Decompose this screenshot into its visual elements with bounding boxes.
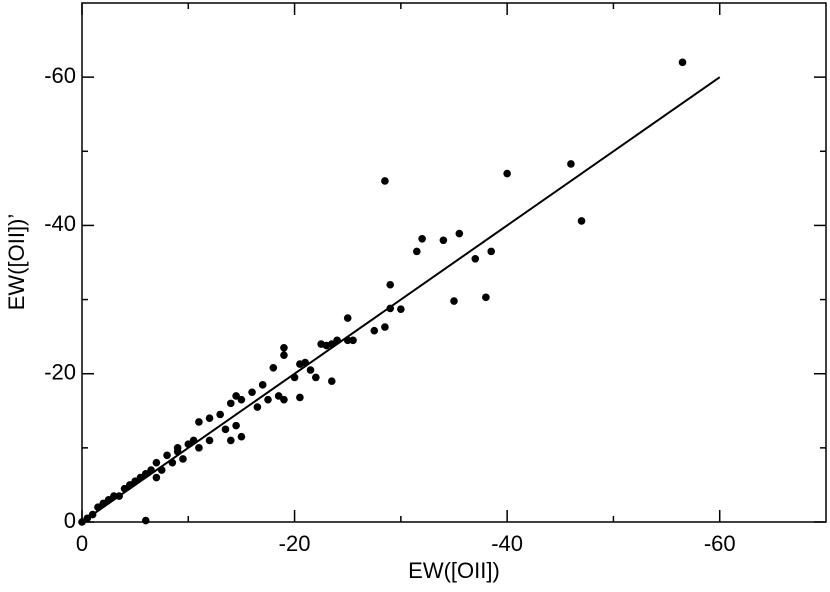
data-point bbox=[280, 395, 288, 404]
data-point bbox=[258, 381, 267, 389]
data-point bbox=[168, 458, 177, 467]
data-point bbox=[482, 293, 490, 302]
data-point bbox=[397, 305, 405, 314]
data-point bbox=[471, 254, 480, 263]
data-point bbox=[195, 444, 203, 452]
data-point bbox=[296, 360, 304, 368]
data-point bbox=[131, 477, 139, 486]
data-point bbox=[386, 280, 395, 289]
data-point bbox=[349, 336, 357, 345]
data-point bbox=[205, 414, 214, 423]
data-point bbox=[110, 492, 118, 500]
data-point bbox=[370, 326, 379, 335]
data-point bbox=[147, 466, 155, 474]
data-point bbox=[317, 340, 325, 348]
data-point bbox=[269, 363, 278, 372]
data-point bbox=[126, 481, 134, 489]
data-point bbox=[237, 432, 246, 441]
data-point bbox=[413, 247, 421, 256]
data-point bbox=[83, 514, 92, 523]
x-tick-label: 0 bbox=[76, 531, 88, 556]
data-point bbox=[312, 373, 320, 382]
data-point bbox=[327, 377, 336, 385]
data-point bbox=[280, 343, 288, 352]
data-point bbox=[216, 410, 224, 419]
data-point bbox=[152, 458, 161, 467]
data-point bbox=[152, 473, 161, 482]
data-point bbox=[232, 421, 240, 430]
data-point bbox=[296, 393, 304, 402]
data-point bbox=[274, 392, 283, 400]
data-point bbox=[227, 436, 235, 445]
data-point bbox=[343, 314, 352, 322]
data-point bbox=[333, 336, 341, 345]
data-point bbox=[381, 323, 389, 331]
data-point bbox=[232, 392, 240, 400]
data-point bbox=[237, 395, 246, 404]
data-point bbox=[290, 373, 299, 382]
data-point bbox=[386, 304, 395, 313]
data-point bbox=[450, 297, 458, 305]
data-point bbox=[173, 447, 182, 456]
data-point bbox=[567, 160, 575, 168]
y-axis-label: EW([OII])’ bbox=[4, 214, 29, 311]
data-point bbox=[306, 366, 315, 374]
x-tick-label: -20 bbox=[279, 531, 311, 556]
data-point bbox=[503, 169, 511, 178]
data-point bbox=[221, 425, 230, 434]
data-point bbox=[455, 229, 464, 238]
x-tick-label: -40 bbox=[491, 531, 523, 556]
data-point bbox=[487, 247, 496, 256]
data-point bbox=[280, 351, 288, 359]
data-point bbox=[418, 234, 426, 243]
y-tick-label: 0 bbox=[64, 508, 76, 533]
x-tick-label: -60 bbox=[704, 531, 736, 556]
data-point bbox=[678, 58, 687, 67]
data-point bbox=[120, 484, 129, 493]
data-point bbox=[179, 455, 187, 463]
data-point bbox=[88, 510, 97, 519]
data-point bbox=[248, 388, 256, 397]
plot-frame bbox=[81, 2, 827, 523]
data-point bbox=[141, 516, 150, 525]
data-point bbox=[115, 492, 123, 500]
data-point bbox=[184, 440, 193, 448]
x-axis-label: EW([OII]) bbox=[408, 558, 500, 583]
data-point bbox=[577, 217, 586, 225]
data-point bbox=[227, 399, 235, 408]
data-point bbox=[439, 236, 448, 245]
y-tick-label: -60 bbox=[44, 63, 76, 88]
data-point bbox=[205, 436, 214, 445]
data-point bbox=[78, 518, 86, 526]
data-point bbox=[141, 470, 150, 478]
data-point bbox=[264, 395, 272, 404]
y-tick-label: -20 bbox=[44, 360, 76, 385]
data-point bbox=[99, 499, 108, 508]
data-point bbox=[157, 466, 166, 474]
data-point bbox=[343, 336, 352, 345]
data-point bbox=[381, 177, 389, 185]
data-point bbox=[94, 503, 102, 511]
y-tick-label: -40 bbox=[44, 211, 76, 236]
data-point bbox=[253, 403, 262, 411]
data-point bbox=[104, 495, 113, 504]
data-point bbox=[195, 418, 203, 426]
data-point bbox=[136, 473, 145, 482]
data-point bbox=[163, 451, 171, 460]
data-point bbox=[189, 436, 198, 445]
